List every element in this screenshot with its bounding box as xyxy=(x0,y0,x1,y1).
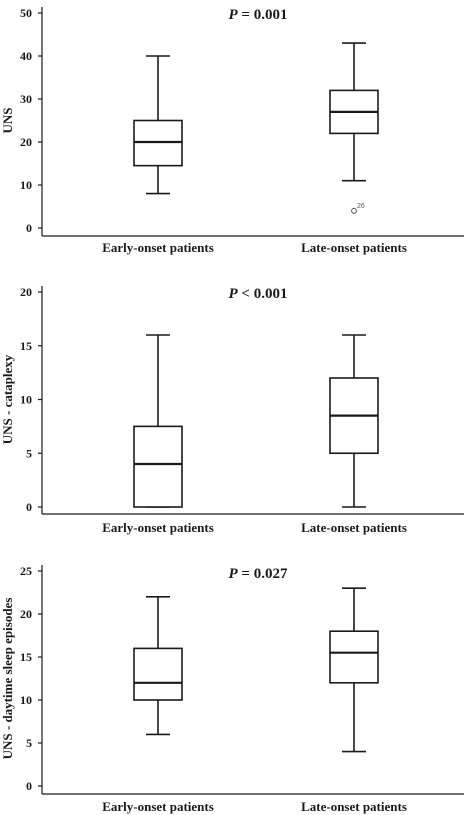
box-late-onset xyxy=(329,587,379,753)
y-tick-label: 10 xyxy=(20,393,32,407)
y-tick-label: 50 xyxy=(20,6,32,20)
boxplot-panel-1: 0 10 20 30 40 50 UNS P = 0.001 26 Early-onset pat… xyxy=(0,6,464,255)
x-category-label: Late-onset patients xyxy=(301,240,407,255)
y-tick-label: 20 xyxy=(20,135,32,149)
boxplot-panel-2: 0 5 10 15 20 UNS - cataplexy P < 0.001 Early-on… xyxy=(0,285,464,535)
y-tick-label: 20 xyxy=(20,607,32,621)
box-late-onset: 26 xyxy=(329,42,379,214)
y-tick-label: 5 xyxy=(26,736,32,750)
x-category-label: Early-onset patients xyxy=(102,799,214,814)
outlier-label: 26 xyxy=(357,203,365,210)
y-axis-label: UNS xyxy=(0,107,15,133)
y-tick-label: 10 xyxy=(20,178,32,192)
box-early-onset xyxy=(133,334,183,508)
y-axis-label: UNS - daytime sleep episodes xyxy=(0,598,15,760)
p-value-annotation: P < 0.001 xyxy=(229,286,288,302)
y-tick-label: 30 xyxy=(20,92,32,106)
y-tick-label: 0 xyxy=(26,500,32,514)
y-tick-label: 40 xyxy=(20,49,32,63)
y-tick-label: 25 xyxy=(20,564,32,578)
y-tick-label: 20 xyxy=(20,285,32,299)
iqr-box xyxy=(329,630,379,684)
iqr-box xyxy=(133,425,183,508)
y-axis-label: UNS - cataplexy xyxy=(0,354,15,444)
p-value-annotation: P = 0.001 xyxy=(229,7,288,23)
y-tick-label: 0 xyxy=(26,779,32,793)
y-tick-label: 5 xyxy=(26,446,32,460)
y-tick-label: 0 xyxy=(26,221,32,235)
boxplot-panel-3: 0 5 10 15 20 25 UNS - daytime sleep episodes P … xyxy=(0,564,464,814)
x-category-label: Early-onset patients xyxy=(102,240,214,255)
box-early-onset xyxy=(133,595,183,736)
x-category-label: Late-onset patients xyxy=(301,520,407,535)
y-tick-label: 15 xyxy=(20,339,32,353)
iqr-box xyxy=(133,647,183,701)
box-late-onset xyxy=(329,334,379,508)
y-tick-label: 10 xyxy=(20,693,32,707)
p-value-annotation: P = 0.027 xyxy=(229,566,288,582)
x-category-label: Early-onset patients xyxy=(102,520,214,535)
x-category-label: Late-onset patients xyxy=(301,799,407,814)
box-early-onset xyxy=(133,55,183,195)
y-tick-label: 15 xyxy=(20,650,32,664)
outlier-point xyxy=(351,207,357,214)
